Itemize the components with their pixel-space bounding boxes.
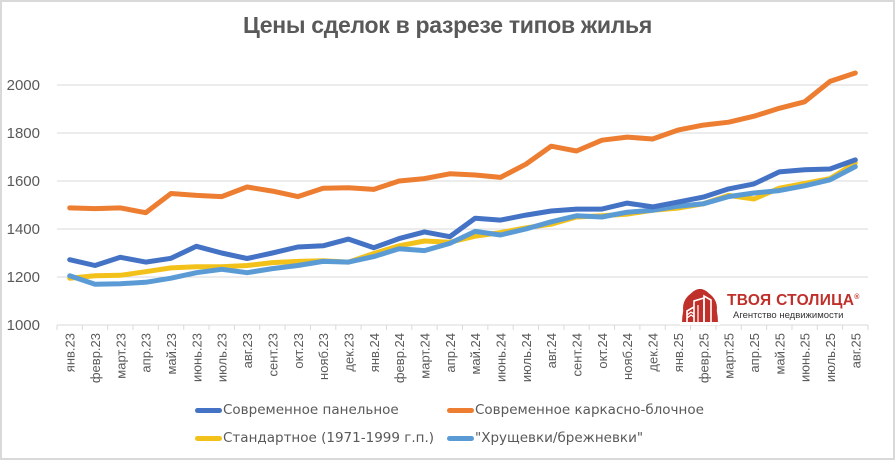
x-tick-label: март.24 <box>417 333 432 379</box>
y-tick-label: 1200 <box>7 269 40 286</box>
legend-swatch <box>447 407 474 413</box>
x-tick-label: февр.23 <box>88 333 103 383</box>
series <box>67 157 858 268</box>
x-tick-label: авг.23 <box>240 333 255 368</box>
x-tick-label: апр.23 <box>139 333 154 373</box>
chart-title: Цены сделок в разрезе типов жилья <box>242 12 653 38</box>
legend-item-standard: Стандартное (1971-1999 г.п.) <box>195 430 434 446</box>
x-tick-label: июнь.25 <box>798 333 813 382</box>
legend-swatch <box>195 407 222 413</box>
x-tick-label: нояб.23 <box>316 333 331 380</box>
series-lines <box>67 70 858 287</box>
x-tick-label: май.24 <box>468 333 483 375</box>
x-tick-label: дек.24 <box>646 333 661 372</box>
building-logo-icon <box>680 289 720 325</box>
x-tick-label: сент.24 <box>570 333 585 377</box>
x-tick-label: июль.23 <box>215 333 230 382</box>
series-line <box>67 164 858 287</box>
y-tick-label: 1800 <box>7 125 40 142</box>
legend: Современное панельное Современное каркас… <box>0 398 895 456</box>
y-tick-label: 1400 <box>7 221 40 238</box>
series-line <box>67 157 858 268</box>
x-tick-label: май.23 <box>164 333 179 375</box>
logo-tagline: Агентство недвижимости <box>733 310 844 321</box>
series <box>67 164 858 287</box>
x-tick-label: янв.25 <box>671 333 686 372</box>
legend-label: Современное панельное <box>223 402 399 418</box>
legend-label: Стандартное (1971-1999 г.п.) <box>223 430 435 446</box>
x-tick-label: янв.24 <box>367 333 382 372</box>
x-tick-label: июнь.23 <box>189 333 204 382</box>
x-tick-label: окт.24 <box>595 333 610 369</box>
legend-swatch <box>195 435 222 441</box>
series-line <box>67 160 858 281</box>
x-tick-label: май.25 <box>772 333 787 375</box>
brand-logo: ТВОЯ СТОЛИЦА® Агентство недвижимости <box>680 289 870 325</box>
x-tick-label: июнь.24 <box>494 333 509 382</box>
x-tick-label: июль.25 <box>823 333 838 382</box>
logo-brand-name: ТВОЯ СТОЛИЦА® <box>727 292 860 310</box>
x-tick-label: апр.25 <box>747 333 762 373</box>
x-tick-label: авг.25 <box>848 333 863 368</box>
gridlines <box>57 84 868 278</box>
legend-item-khrushchevka: "Хрущевки/брежневки" <box>447 430 643 446</box>
x-tick-label: сент.23 <box>265 333 280 377</box>
x-tick-label: авг.24 <box>544 333 559 368</box>
x-tick-label: февр.25 <box>696 333 711 383</box>
legend-label: Современное каркасно-блочное <box>475 402 704 418</box>
x-axis-tick-labels: янв.23 февр.23 март.23 апр.23 май.23 июнь.23 и… <box>63 333 864 383</box>
y-tick-label: 2000 <box>7 77 40 94</box>
legend-label: "Хрущевки/брежневки" <box>475 430 644 446</box>
x-tick-label: янв.23 <box>63 333 78 372</box>
x-tick-label: окт.23 <box>291 333 306 369</box>
x-tick-label: июль.24 <box>519 333 534 382</box>
x-axis <box>56 324 869 330</box>
y-tick-label: 1600 <box>7 173 40 190</box>
legend-swatch <box>447 435 474 441</box>
y-tick-label: 1000 <box>7 317 40 334</box>
x-tick-label: дек.23 <box>341 333 356 372</box>
y-axis-tick-labels: 1000 1200 1400 1600 1800 2000 <box>7 77 40 334</box>
registered-mark: ® <box>854 293 860 301</box>
x-tick-label: апр.24 <box>443 333 458 373</box>
series <box>67 70 858 216</box>
legend-item-frame-block: Современное каркасно-блочное <box>447 402 704 418</box>
x-tick-label: март.23 <box>113 333 128 379</box>
logo-name-text: ТВОЯ СТОЛИЦА <box>727 292 855 309</box>
legend-item-panel: Современное панельное <box>195 402 399 418</box>
series-line <box>67 70 858 216</box>
x-tick-label: нояб.24 <box>620 333 635 380</box>
x-tick-label: март.25 <box>722 333 737 379</box>
series <box>67 160 858 281</box>
x-tick-label: февр.24 <box>392 333 407 383</box>
